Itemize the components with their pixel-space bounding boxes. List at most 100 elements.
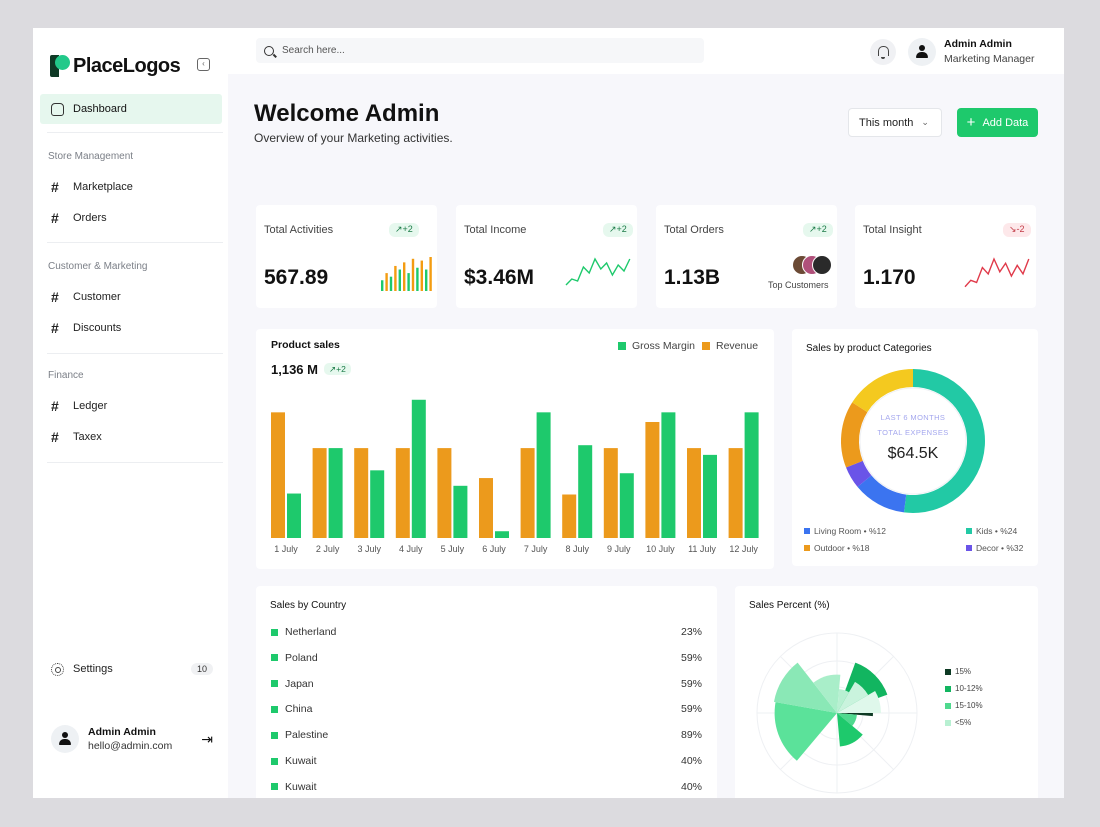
country-percent: 23%: [680, 626, 702, 638]
sidebar-item-orders[interactable]: # Orders: [51, 210, 107, 226]
hash-icon: #: [51, 210, 59, 226]
sidebar-item-discounts[interactable]: # Discounts: [51, 320, 121, 336]
table-row[interactable]: Poland 59%: [271, 651, 702, 665]
polar-wedge[interactable]: [813, 674, 841, 713]
table-row[interactable]: Netherland 23%: [271, 625, 702, 639]
customer-avatar[interactable]: [812, 255, 832, 275]
legend-outdoor: Outdoor • %18: [804, 543, 869, 553]
table-row[interactable]: Kuwait 40%: [271, 780, 702, 794]
bar-gross-margin[interactable]: [661, 412, 676, 538]
bar-revenue[interactable]: [479, 478, 493, 538]
page-subtitle: Overview of your Marketing activities.: [254, 131, 453, 145]
table-row[interactable]: Palestine 89%: [271, 728, 702, 742]
polar-wedge[interactable]: [837, 681, 869, 713]
bar-revenue[interactable]: [645, 422, 660, 538]
bar-revenue[interactable]: [271, 412, 285, 538]
logout-icon[interactable]: ⇥: [201, 730, 213, 747]
bar-gross-margin[interactable]: [287, 493, 301, 538]
collapse-sidebar-icon[interactable]: ‹: [197, 58, 210, 71]
x-tick-label: 7 July: [524, 544, 548, 554]
search-input[interactable]: Search here...: [256, 38, 704, 63]
spark-bar: [398, 269, 401, 291]
polar-wedge[interactable]: [773, 662, 837, 713]
polar-wedge[interactable]: [774, 702, 837, 761]
country-percent: 59%: [680, 703, 702, 716]
table-row[interactable]: Japan 59%: [271, 677, 702, 691]
legend-gross-margin[interactable]: Gross Margin: [618, 340, 695, 352]
bar-gross-margin[interactable]: [328, 448, 343, 538]
sidebar-item-taxex[interactable]: # Taxex: [51, 429, 102, 445]
bar-gross-margin[interactable]: [495, 531, 509, 538]
donut-slice[interactable]: [841, 402, 868, 468]
bar-revenue[interactable]: [728, 448, 743, 538]
bar-gross-margin[interactable]: [619, 473, 634, 538]
bar-gross-margin[interactable]: [703, 454, 717, 538]
bar-revenue[interactable]: [562, 494, 577, 539]
bar-gross-margin[interactable]: [536, 412, 551, 538]
bar-revenue[interactable]: [687, 448, 701, 538]
legend-item: 10-12%: [945, 684, 983, 693]
donut-slice[interactable]: [857, 475, 907, 513]
sales-percent-card: Sales Percent (%) 15% 10-12% 15-10% <5%: [735, 586, 1038, 798]
categories-card: Sales by product Categories LAST 6 MONTH…: [792, 329, 1038, 566]
polar-wedge[interactable]: [837, 689, 849, 713]
sales-percent-chart: [756, 632, 918, 794]
period-select[interactable]: This month ⌄: [848, 108, 942, 137]
polar-wedge[interactable]: [837, 691, 881, 713]
bar-revenue[interactable]: [520, 448, 535, 538]
hash-icon: #: [51, 289, 59, 305]
donut-slice[interactable]: [903, 369, 986, 513]
x-tick-label: 5 July: [441, 544, 465, 554]
bar-revenue[interactable]: [354, 448, 369, 538]
stat-label: Total Insight: [863, 224, 922, 236]
country-name: Netherland: [285, 626, 337, 638]
sparkline: [964, 257, 1030, 288]
x-tick-label: 9 July: [607, 544, 631, 554]
sidebar-item-marketplace[interactable]: # Marketplace: [51, 179, 133, 195]
table-row[interactable]: Kuwait 40%: [271, 754, 702, 768]
legend-label: Living Room • %12: [814, 526, 886, 536]
table-row[interactable]: China 59%: [271, 702, 702, 716]
stat-label: Total Income: [464, 224, 527, 236]
legend-swatch: [945, 685, 951, 692]
donut-slice[interactable]: [852, 369, 913, 413]
sidebar-item-customer[interactable]: # Customer: [51, 289, 121, 305]
donut-center: LAST 6 MONTHS TOTAL EXPENSES $64.5K: [838, 413, 988, 463]
hash-icon: #: [51, 179, 59, 195]
delta-badge: ↘-2: [1003, 223, 1031, 237]
stat-value: 567.89: [264, 266, 329, 289]
bar-gross-margin[interactable]: [578, 445, 593, 538]
x-tick-label: 12 July: [729, 544, 758, 554]
bar-revenue[interactable]: [312, 448, 327, 538]
bar-gross-margin[interactable]: [370, 470, 385, 538]
avatar[interactable]: [51, 725, 79, 753]
country-name: Kuwait: [285, 780, 317, 793]
country-percent: 59%: [680, 677, 702, 690]
logo[interactable]: PlaceLogos: [50, 53, 181, 79]
bar-revenue[interactable]: [437, 448, 452, 538]
bell-icon[interactable]: [870, 39, 896, 65]
add-data-button[interactable]: + Add Data: [957, 108, 1038, 137]
bar-revenue[interactable]: [395, 448, 410, 538]
avatar[interactable]: [908, 38, 936, 66]
settings-count-badge: 10: [190, 663, 213, 675]
sidebar-item-settings[interactable]: Settings 10: [51, 660, 213, 678]
sidebar-item-ledger[interactable]: # Ledger: [51, 398, 107, 414]
legend-revenue[interactable]: Revenue: [702, 340, 758, 352]
period-label: This month: [859, 116, 914, 129]
card-title: Product sales: [271, 339, 340, 351]
donut-slice[interactable]: [846, 460, 872, 487]
bar-gross-margin[interactable]: [411, 399, 426, 538]
bar-gross-margin[interactable]: [744, 412, 759, 538]
polar-wedge[interactable]: [837, 713, 863, 747]
country-percent: 89%: [680, 729, 702, 742]
divider: [47, 353, 223, 354]
top-user[interactable]: Admin Admin Marketing Manager: [944, 38, 1034, 65]
bar-gross-margin[interactable]: [453, 485, 468, 538]
home-icon: [51, 102, 64, 116]
sidebar-item-dashboard[interactable]: Dashboard: [40, 94, 222, 124]
logo-text: PlaceLogos: [73, 54, 181, 77]
divider: [47, 242, 223, 243]
bar-revenue[interactable]: [603, 448, 618, 538]
polar-wedge[interactable]: [837, 713, 857, 726]
